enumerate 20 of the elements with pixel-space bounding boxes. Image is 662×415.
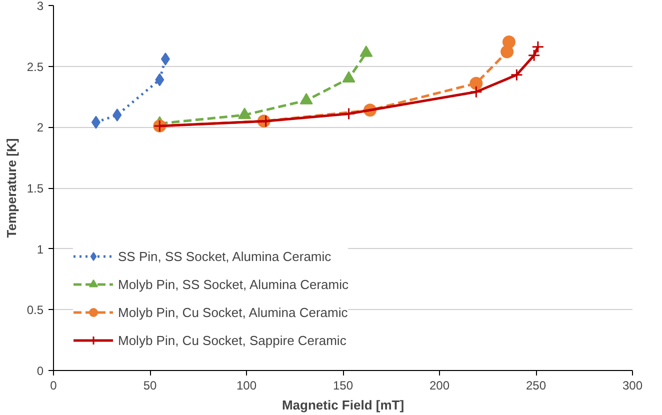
- y-tick-label: 3: [36, 0, 44, 13]
- x-tick-label: 50: [143, 378, 157, 392]
- x-tick-label: 300: [622, 378, 643, 392]
- x-tick-label: 0: [50, 378, 58, 392]
- y-tick-label: 0.5: [26, 303, 44, 318]
- x-tick-label: 150: [332, 378, 354, 392]
- x-tick-label: 200: [429, 378, 450, 392]
- x-axis-title: Magnetic Field [mT]: [282, 398, 404, 412]
- y-tick-label: 2.5: [26, 60, 44, 74]
- y-tick-label: 1.5: [26, 182, 44, 196]
- y-tick-label: 0: [36, 364, 44, 378]
- legend-label: SS Pin, SS Socket, Alumina Ceramic: [118, 248, 332, 264]
- y-tick-label: 2: [36, 120, 44, 135]
- legend-label: Molyb Pin, Cu Socket, Sappire Ceramic: [118, 332, 346, 348]
- x-tick-label: 100: [236, 378, 257, 392]
- legend-label: Molyb Pin, Cu Socket, Alumina Ceramic: [118, 304, 348, 320]
- legend-label: Molyb Pin, SS Socket, Alumina Ceramic: [118, 276, 348, 292]
- y-tick-label: 1: [36, 242, 44, 256]
- y-axis-title: Temperature [K]: [4, 138, 19, 238]
- x-tick-label: 250: [526, 378, 546, 392]
